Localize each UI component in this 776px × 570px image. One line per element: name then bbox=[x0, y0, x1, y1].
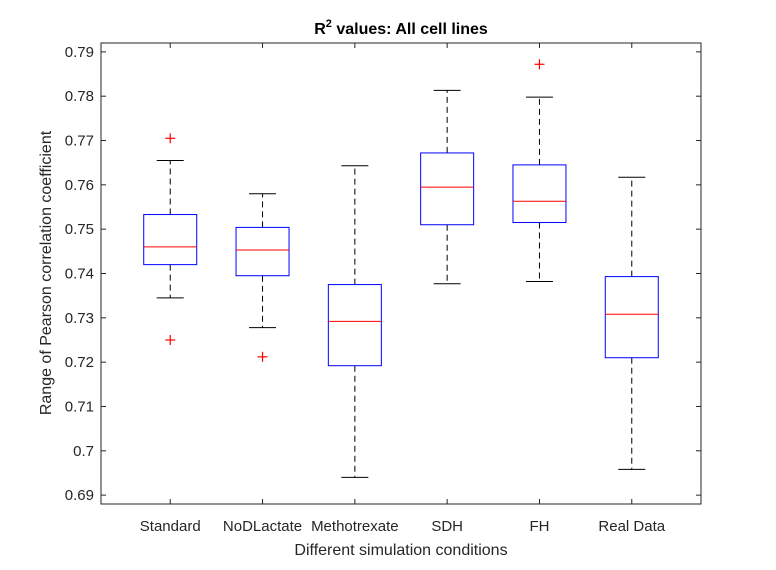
y-tick-label: 0.73 bbox=[65, 310, 94, 327]
chart-title-superscript: 2 bbox=[326, 18, 332, 30]
box-group bbox=[420, 89, 475, 285]
box-group bbox=[235, 193, 290, 362]
boxes-layer bbox=[143, 59, 659, 478]
y-tick-label: 0.78 bbox=[65, 88, 94, 105]
box-iqr bbox=[512, 164, 567, 224]
y-tick-label: 0.71 bbox=[65, 398, 94, 415]
y-tick-label: 0.75 bbox=[65, 221, 94, 238]
y-tick-label: 0.69 bbox=[65, 487, 94, 504]
box-iqr bbox=[327, 284, 382, 367]
x-tick-label: Standard bbox=[140, 518, 201, 535]
y-axis-ticks: 0.69 0.7 0.71 0.72 0.73 0.74 0.75 0.76 0.77 0.78 0… bbox=[65, 44, 701, 504]
box-iqr bbox=[420, 152, 475, 226]
y-tick-label: 0.72 bbox=[65, 354, 94, 371]
x-tick-label: Methotrexate bbox=[311, 518, 399, 535]
box-iqr bbox=[235, 226, 290, 277]
box-iqr bbox=[604, 276, 659, 359]
box-group bbox=[512, 59, 567, 282]
x-tick-label: Real Data bbox=[598, 518, 665, 535]
box-group bbox=[327, 165, 382, 478]
box-iqr bbox=[143, 214, 198, 266]
chart-title-suffix: values: All cell lines bbox=[332, 21, 488, 38]
x-axis-ticks: Standard NoDLactate Methotrexate SDH FH Real … bbox=[140, 43, 666, 535]
x-tick-label: SDH bbox=[431, 518, 463, 535]
y-tick-label: 0.76 bbox=[65, 177, 94, 194]
x-tick-label: FH bbox=[529, 518, 549, 535]
box-group bbox=[604, 176, 659, 470]
x-tick-label: NoDLactate bbox=[223, 518, 302, 535]
y-tick-label: 0.74 bbox=[65, 266, 94, 283]
chart-title-prefix: R bbox=[314, 21, 326, 38]
y-axis-label: Range of Pearson correlation coefficient bbox=[38, 130, 55, 415]
x-axis-label: Different simulation conditions bbox=[294, 542, 507, 559]
chart-title: R2 values: All cell lines bbox=[314, 18, 488, 38]
y-tick-label: 0.79 bbox=[65, 44, 94, 61]
y-tick-label: 0.77 bbox=[65, 133, 94, 150]
box-group bbox=[143, 133, 198, 345]
y-tick-label: 0.7 bbox=[73, 443, 94, 460]
plot-area bbox=[100, 42, 702, 505]
